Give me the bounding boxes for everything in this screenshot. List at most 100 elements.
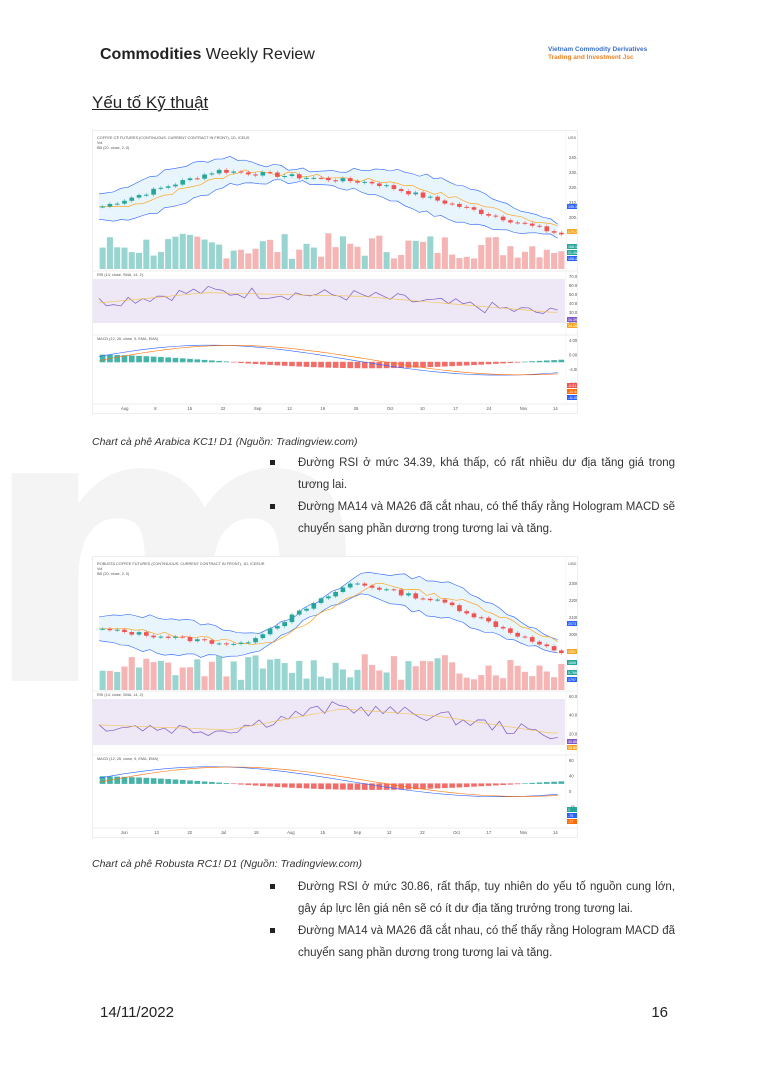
candle-body bbox=[486, 214, 491, 216]
volume-bar bbox=[536, 665, 543, 690]
volume-bar bbox=[376, 670, 383, 690]
macd-histogram-bar bbox=[296, 783, 303, 789]
candle-body bbox=[318, 598, 324, 603]
square-bullet-icon bbox=[270, 460, 275, 465]
volume-bar bbox=[259, 668, 266, 690]
macd-histogram-bar bbox=[369, 361, 375, 369]
macd-histogram-bar bbox=[194, 359, 201, 363]
macd-histogram-bar bbox=[391, 783, 397, 790]
volume-bar bbox=[318, 256, 325, 269]
volume-bar bbox=[412, 666, 419, 690]
bollinger-lower-line bbox=[98, 593, 558, 658]
macd-histogram-bar bbox=[347, 783, 354, 790]
volume-bar bbox=[318, 676, 325, 690]
candle-body bbox=[333, 180, 338, 182]
x-tick-label: 17 bbox=[487, 830, 492, 835]
macd-tick-label: 0 bbox=[569, 789, 572, 794]
bollinger-lower-line bbox=[98, 179, 558, 239]
volume-bar bbox=[194, 236, 201, 269]
x-tick-label: 18 bbox=[254, 830, 259, 835]
x-tick-label: Nov bbox=[520, 406, 528, 411]
macd-histogram-bar bbox=[267, 783, 273, 787]
volume-bar bbox=[470, 679, 478, 690]
candle-body bbox=[340, 178, 346, 182]
candle-body bbox=[165, 186, 171, 188]
macd-histogram-bar bbox=[252, 361, 259, 364]
volume-bar bbox=[179, 233, 186, 269]
macd-legend: MACD (12, 26, close, 9, EMA, EMA) bbox=[97, 757, 159, 761]
macd-histogram-bar bbox=[376, 361, 383, 369]
candle-body bbox=[529, 223, 535, 226]
volume-bar bbox=[259, 241, 266, 269]
rsi-tick-label: 20.00 bbox=[569, 731, 577, 736]
volume-bar bbox=[485, 237, 492, 269]
rsi-tick-label: 50.00 bbox=[569, 292, 577, 297]
macd-histogram-bar bbox=[507, 783, 514, 785]
rsi-legend: RSI (14, close, SMA, 14, 2) bbox=[97, 693, 144, 697]
bollinger-band-fill bbox=[99, 156, 558, 239]
macd-tag-label: -75 bbox=[568, 814, 573, 818]
volume-bar bbox=[252, 248, 259, 269]
volume-bar bbox=[136, 252, 143, 269]
macd-histogram-bar bbox=[551, 781, 557, 784]
company-logo-text: Vietnam Commodity Derivatives Trading an… bbox=[548, 46, 648, 61]
currency-label: USD bbox=[568, 561, 577, 566]
volume-bar bbox=[165, 239, 172, 269]
candle-body bbox=[384, 589, 389, 591]
candle-body bbox=[107, 203, 113, 207]
macd-histogram-bar bbox=[340, 361, 346, 369]
candle-body bbox=[114, 629, 120, 631]
volume-bar bbox=[500, 678, 507, 690]
macd-histogram-bar bbox=[376, 783, 383, 790]
candle-body bbox=[442, 200, 448, 204]
x-tick-label: 22 bbox=[187, 830, 192, 835]
volume-bar bbox=[208, 661, 215, 690]
macd-histogram-bar bbox=[230, 783, 237, 785]
candle-body bbox=[391, 185, 397, 190]
volume-bar bbox=[492, 675, 499, 690]
rsi-line bbox=[98, 701, 558, 740]
macd-histogram-bar bbox=[398, 783, 405, 790]
square-bullet-icon bbox=[270, 928, 275, 933]
macd-histogram-bar bbox=[412, 361, 419, 368]
candle-body bbox=[202, 174, 207, 179]
volume-bar bbox=[274, 252, 281, 269]
volume-bar bbox=[449, 662, 456, 690]
macd-histogram-bar bbox=[420, 783, 426, 789]
volume-bar bbox=[354, 246, 361, 269]
macd-histogram-bar bbox=[500, 783, 506, 786]
candle-body bbox=[471, 207, 477, 210]
candle-body bbox=[464, 611, 470, 614]
x-tick-label: 15 bbox=[187, 406, 192, 411]
volume-bar bbox=[536, 257, 543, 269]
volume-bar bbox=[223, 258, 230, 269]
macd-histogram-bar bbox=[245, 783, 252, 786]
macd-tag bbox=[567, 807, 577, 812]
currency-label: USX bbox=[568, 135, 577, 140]
volume-bar bbox=[128, 252, 135, 269]
chart-svg: COFFEE C® FUTURES (CONTINUOUS: CURRENT C… bbox=[93, 131, 577, 411]
candle-body bbox=[209, 640, 215, 644]
volume-bar bbox=[216, 244, 223, 269]
chart-legend: ROBUSTA COFFEE FUTURES (CONTINUOUS: CURR… bbox=[97, 562, 265, 566]
macd-histogram-bar bbox=[128, 355, 135, 363]
candle-body bbox=[413, 593, 419, 599]
candle-body bbox=[231, 171, 237, 173]
bullet-item: Đường MA14 và MA26 đã cắt nhau, có thể t… bbox=[270, 920, 675, 964]
x-tick-label: Aug bbox=[287, 830, 295, 835]
bollinger-upper-line bbox=[98, 156, 558, 225]
candle-body bbox=[559, 650, 564, 654]
macd-histogram-bar bbox=[281, 361, 288, 366]
price-tag-label: 2073 bbox=[568, 622, 576, 626]
macd-histogram-bar bbox=[187, 780, 193, 784]
volume-bar bbox=[223, 676, 230, 690]
price-tag bbox=[567, 670, 577, 675]
x-tick-label: 24 bbox=[487, 406, 492, 411]
x-tick-label: 14 bbox=[553, 406, 558, 411]
volume-bar bbox=[339, 669, 346, 690]
macd-legend: MACD (12, 26, close, 9, EMA, EMA) bbox=[97, 337, 159, 341]
rsi-tag-label: 34.39 bbox=[568, 318, 577, 322]
candle-body bbox=[457, 605, 462, 612]
candle-body bbox=[275, 626, 280, 629]
macd-histogram-bar bbox=[158, 778, 164, 784]
